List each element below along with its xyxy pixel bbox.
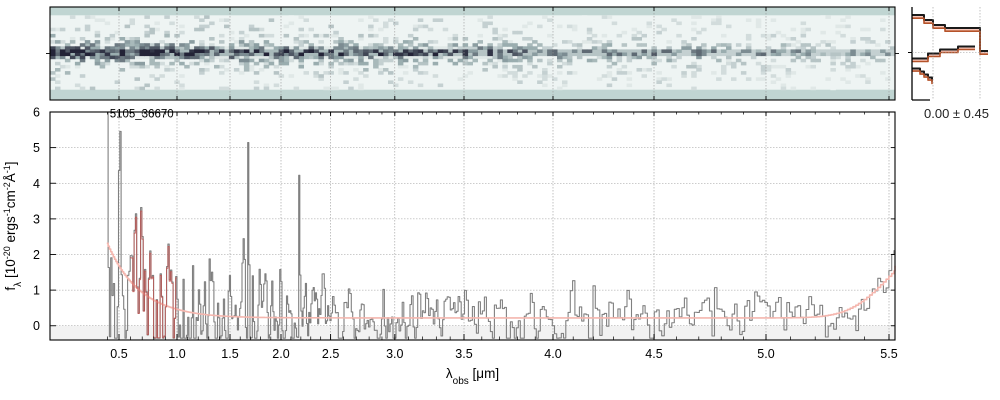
svg-text:4.0: 4.0 xyxy=(544,347,561,361)
svg-text:3: 3 xyxy=(33,212,40,226)
svg-text:2: 2 xyxy=(33,248,40,262)
svg-text:0: 0 xyxy=(33,319,40,333)
svg-text:2.0: 2.0 xyxy=(272,347,289,361)
svg-text:1.5: 1.5 xyxy=(221,347,238,361)
svg-text:0.00 ± 0.45: 0.00 ± 0.45 xyxy=(924,106,989,121)
svg-text:5.0: 5.0 xyxy=(757,347,774,361)
svg-text:4.5: 4.5 xyxy=(645,347,662,361)
svg-text:5: 5 xyxy=(33,141,40,155)
svg-text:4: 4 xyxy=(33,177,40,191)
svg-text:6: 6 xyxy=(33,106,40,120)
svg-text:3.5: 3.5 xyxy=(455,347,472,361)
svg-text:1.0: 1.0 xyxy=(168,347,185,361)
svg-text:5105_36670: 5105_36670 xyxy=(110,108,174,120)
svg-text:3.0: 3.0 xyxy=(386,347,403,361)
svg-text:5.5: 5.5 xyxy=(880,347,897,361)
svg-text:0.5: 0.5 xyxy=(110,347,127,361)
svg-text:1: 1 xyxy=(33,284,40,298)
svg-text:2.5: 2.5 xyxy=(322,347,339,361)
